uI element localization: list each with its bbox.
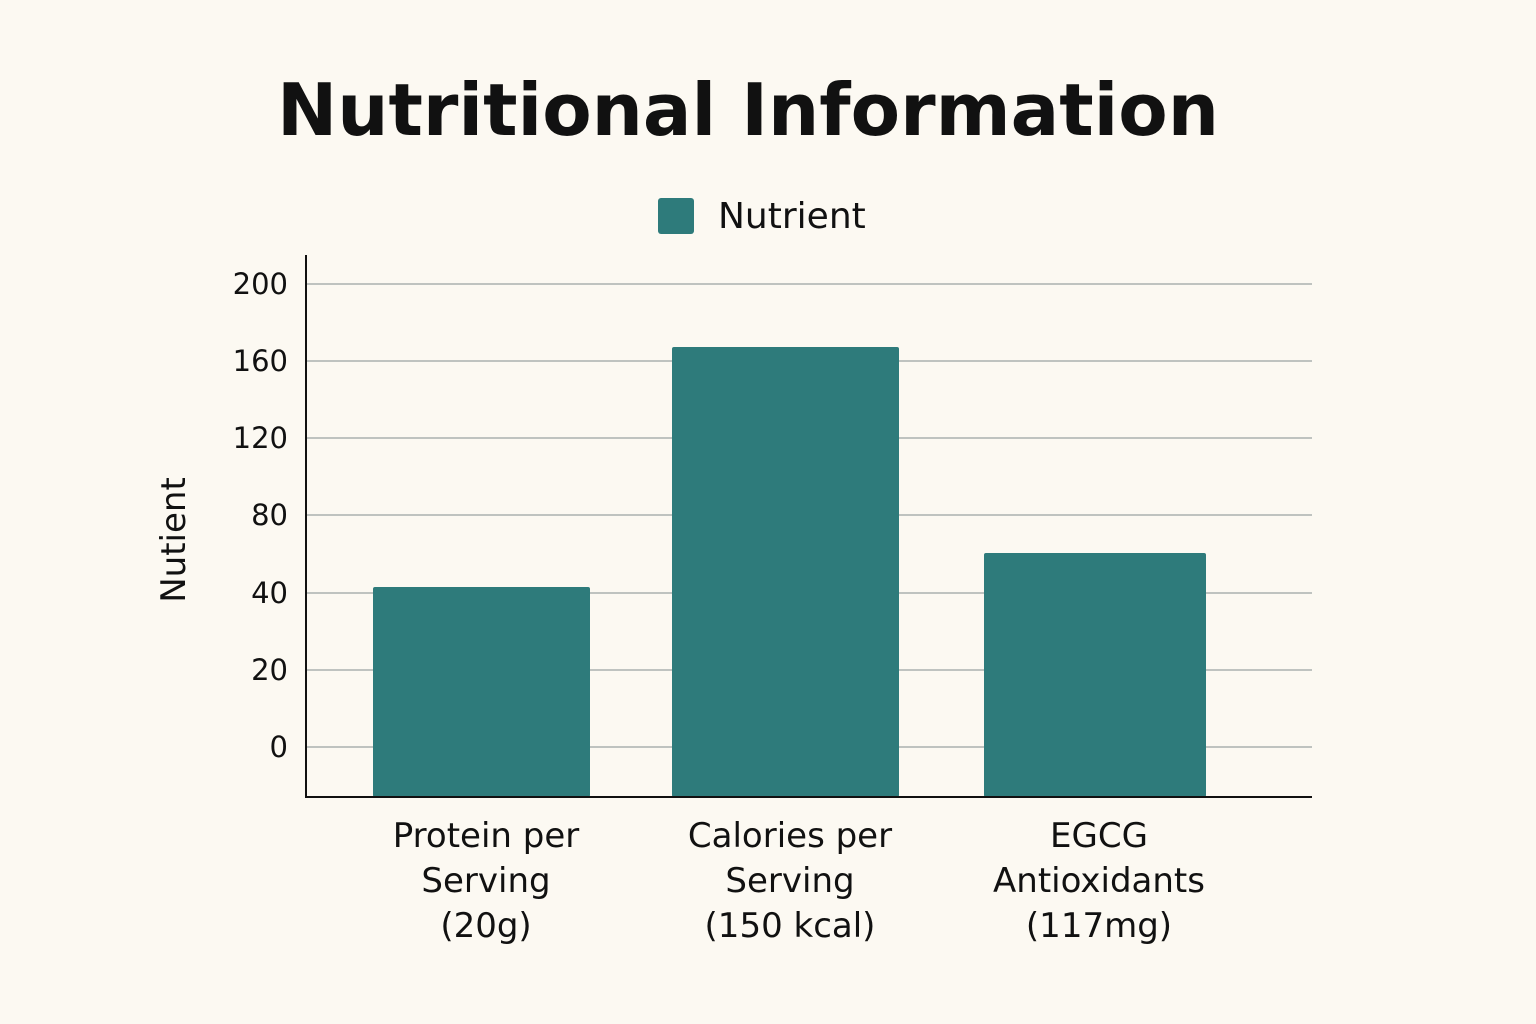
legend: Nutrient <box>658 194 866 238</box>
bar <box>984 553 1206 797</box>
y-tick-label: 40 <box>251 576 288 610</box>
x-tick-label-protein: Protein per Serving (20g) <box>392 816 580 946</box>
axes <box>305 255 1312 798</box>
y-tick-label: 80 <box>251 498 288 532</box>
legend-label: Nutrient <box>718 195 866 237</box>
chart-title: Nutritional Information <box>276 68 1220 152</box>
y-tick-label: 200 <box>233 267 288 301</box>
y-tick-label: 20 <box>251 653 288 687</box>
y-tick-label: 0 <box>270 730 288 764</box>
y-tick-label: 160 <box>233 344 288 378</box>
x-tick-label-calories: Calories per Serving (150 kcal) <box>687 816 893 946</box>
bar <box>672 347 899 797</box>
legend-swatch <box>658 198 694 234</box>
bars <box>373 347 1206 797</box>
bar <box>373 587 590 797</box>
x-tick-label-egcg: EGCG Antioxidants (117mg) <box>993 816 1205 946</box>
y-tick-label: 120 <box>233 421 288 455</box>
